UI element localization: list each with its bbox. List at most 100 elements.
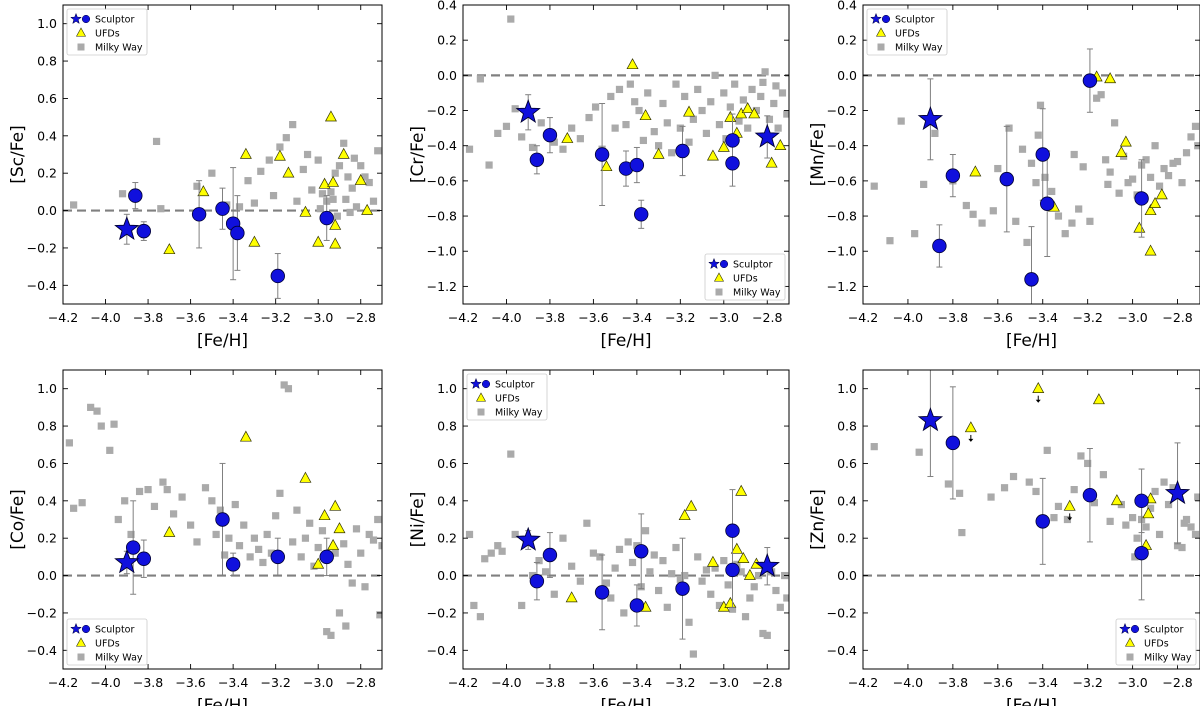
milky-way-point <box>694 86 701 93</box>
y-tick-label: −0.2 <box>27 605 57 620</box>
sculptor-circle-point <box>320 211 334 225</box>
x-tick-label: −3.4 <box>218 675 248 690</box>
legend-square-marker <box>478 409 485 416</box>
milky-way-point <box>251 535 258 542</box>
milky-way-point <box>1192 123 1199 130</box>
x-tick-label: −3.6 <box>983 310 1013 325</box>
y-tick-label: −1.0 <box>427 244 457 259</box>
y-tick-label: 0.6 <box>837 456 857 471</box>
milky-way-point <box>1122 522 1129 529</box>
milky-way-point <box>651 551 658 558</box>
milky-way-point <box>698 107 705 114</box>
milky-way-point <box>374 147 381 154</box>
x-tick-label: −4.0 <box>893 675 923 690</box>
sculptor-circle-point <box>726 524 740 538</box>
milky-way-point <box>1178 544 1185 551</box>
milky-way-point <box>956 490 963 497</box>
milky-way-point <box>518 133 525 140</box>
x-tick-label: −4.2 <box>848 675 878 690</box>
milky-way-point <box>757 93 764 100</box>
milky-way-point <box>353 525 360 532</box>
sculptor-circle-point <box>1135 192 1149 206</box>
x-tick-label: −3.2 <box>665 675 695 690</box>
milky-way-point <box>136 488 143 495</box>
milky-way-point <box>1133 535 1140 542</box>
milky-way-point <box>332 170 339 177</box>
legend-entry: Milky Way <box>895 43 943 54</box>
milky-way-point <box>655 587 662 594</box>
x-tick-label: −4.0 <box>90 310 120 325</box>
milky-way-point <box>208 497 215 504</box>
milky-way-point <box>1071 151 1078 158</box>
x-tick-label: −3.6 <box>175 675 205 690</box>
milky-way-point <box>272 512 279 519</box>
milky-way-point <box>616 86 623 93</box>
milky-way-point <box>1032 179 1039 186</box>
y-tick-label: −0.2 <box>827 103 857 118</box>
milky-way-point <box>300 166 307 173</box>
milky-way-point <box>357 162 364 169</box>
x-tick-label: −3.6 <box>578 310 608 325</box>
milky-way-point <box>1098 91 1105 98</box>
milky-way-point <box>620 609 627 616</box>
milky-way-point <box>70 201 77 208</box>
milky-way-point <box>257 168 264 175</box>
sculptor-circle-point <box>946 169 960 183</box>
sculptor-circle-point <box>1025 273 1039 287</box>
legend-entry: UFDs <box>895 29 920 40</box>
sculptor-circle-point <box>1135 546 1149 560</box>
milky-way-point <box>157 205 164 212</box>
milky-way-point <box>225 535 232 542</box>
milky-way-point <box>304 151 311 158</box>
milky-way-point <box>1055 212 1062 219</box>
milky-way-point <box>232 501 239 508</box>
milky-way-point <box>720 557 727 564</box>
milky-way-point <box>978 219 985 226</box>
milky-way-point <box>315 544 322 551</box>
sculptor-circle-point <box>933 239 947 253</box>
milky-way-point <box>911 230 918 237</box>
legend-entry: Sculptor <box>895 15 934 26</box>
milky-way-point <box>370 536 377 543</box>
legend: Sculptor UFDs Milky Way <box>1116 619 1196 665</box>
y-tick-label: 1.0 <box>37 381 57 396</box>
milky-way-point <box>646 568 653 575</box>
legend-entry: Milky Way <box>733 288 781 299</box>
milky-way-point <box>110 421 117 428</box>
milky-way-point <box>1129 514 1136 521</box>
y-tick-label: 1.0 <box>37 16 57 31</box>
x-tick-label: −3.0 <box>709 310 739 325</box>
milky-way-point <box>886 237 893 244</box>
milky-way-point <box>727 103 734 110</box>
milky-way-point <box>744 125 751 132</box>
x-tick-label: −4.2 <box>48 310 78 325</box>
y-axis-label: [Ni/Fe] <box>408 492 428 548</box>
milky-way-point <box>1001 484 1008 491</box>
milky-way-point <box>494 130 501 137</box>
milky-way-point <box>1026 479 1033 486</box>
milky-way-point <box>351 155 358 162</box>
milky-way-point <box>336 609 343 616</box>
milky-way-point <box>1037 102 1044 109</box>
milky-way-point <box>1129 176 1136 183</box>
milky-way-point <box>716 121 723 128</box>
y-tick-label: 0.0 <box>837 568 857 583</box>
sculptor-circle-point <box>726 563 740 577</box>
milky-way-point <box>1062 230 1069 237</box>
legend-entry: UFDs <box>495 394 520 405</box>
y-tick-label: 0.4 <box>437 0 457 13</box>
milky-way-point <box>1019 146 1026 153</box>
milky-way-point <box>1111 119 1118 126</box>
legend-entry: Sculptor <box>1144 625 1183 636</box>
milky-way-point <box>871 183 878 190</box>
milky-way-point <box>1068 219 1075 226</box>
milky-way-point <box>93 408 100 415</box>
legend-circle-marker <box>1131 625 1139 633</box>
y-tick-label: 0.6 <box>37 91 57 106</box>
milky-way-point <box>255 546 262 553</box>
milky-way-point <box>690 650 697 657</box>
milky-way-point <box>259 559 266 566</box>
milky-way-point <box>1181 520 1188 527</box>
milky-way-point <box>507 15 514 22</box>
milky-way-point <box>871 443 878 450</box>
